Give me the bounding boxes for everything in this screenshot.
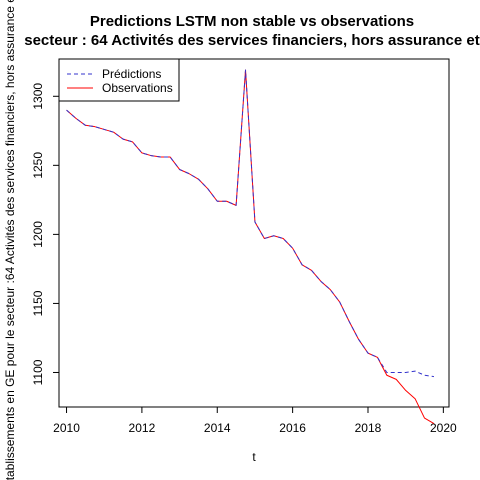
chart-title: Predictions LSTM non stable vs observati… [90, 13, 414, 30]
x-tick-label: 2018 [355, 421, 382, 435]
x-tick-label: 2020 [430, 421, 457, 435]
y-axis: 1100 1150 1200 1250 1300 [31, 83, 60, 385]
series-layer [66, 69, 435, 425]
series-observations-line [66, 69, 435, 425]
plot-frame [58, 58, 450, 408]
legend-label-observations: Observations [102, 81, 173, 95]
x-tick-label: 2012 [129, 421, 156, 435]
x-tick-label: 2014 [204, 421, 231, 435]
x-axis-label: t [252, 450, 256, 464]
y-tick-label: 1150 [31, 290, 45, 316]
legend-box [58, 58, 180, 102]
chart-subtitle: secteur : 64 Activités des services fina… [24, 32, 480, 49]
y-tick-label: 1200 [31, 221, 45, 248]
y-tick-label: 1100 [31, 359, 45, 385]
x-tick-label: 2010 [53, 421, 80, 435]
x-axis: 2010 2012 2014 2016 2018 2020 [53, 406, 457, 435]
y-tick-label: 1250 [31, 152, 45, 179]
series-pr-dictions-line [66, 69, 435, 378]
legend: Prédictions Observations [58, 58, 180, 102]
x-tick-label: 2016 [279, 421, 306, 435]
legend-label-predictions: Prédictions [102, 67, 161, 81]
y-axis-label: Nombre d'Etablissements en GE pour le se… [3, 0, 17, 480]
y-tick-label: 1300 [31, 83, 45, 110]
